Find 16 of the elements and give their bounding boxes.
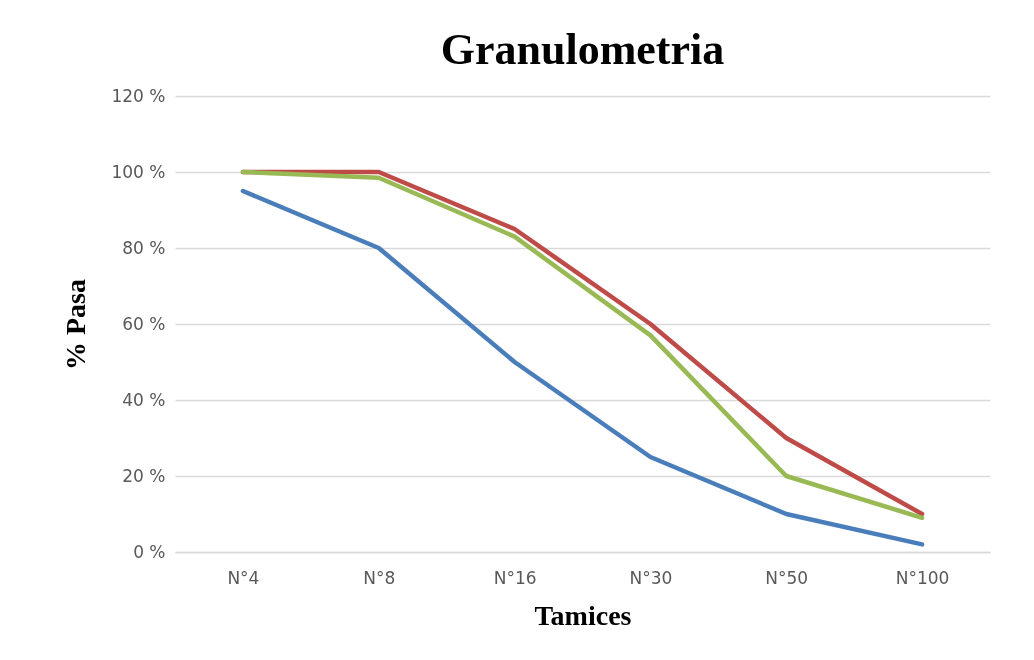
y-tick-label: 60 % (122, 313, 166, 334)
x-tick-label: N°50 (765, 567, 809, 588)
y-tick-label: 40 % (122, 389, 166, 410)
y-tick-label: 0 % (133, 541, 166, 562)
y-tick-label: 120 % (111, 85, 166, 106)
chart-title: Granulometria (440, 25, 725, 74)
y-tick-label: 100 % (111, 161, 166, 182)
x-tick-label: N°100 (895, 567, 950, 588)
x-tick-label: N°8 (363, 567, 396, 588)
y-tick-label: 80 % (122, 237, 166, 258)
x-tick-label: N°4 (227, 567, 260, 588)
x-axis-title: Tamices (534, 599, 632, 631)
y-tick-label: 20 % (122, 465, 166, 486)
x-tick-label: N°30 (629, 567, 673, 588)
y-axis-title: % Pasa (60, 279, 92, 370)
x-tick-label: N°16 (493, 567, 537, 588)
